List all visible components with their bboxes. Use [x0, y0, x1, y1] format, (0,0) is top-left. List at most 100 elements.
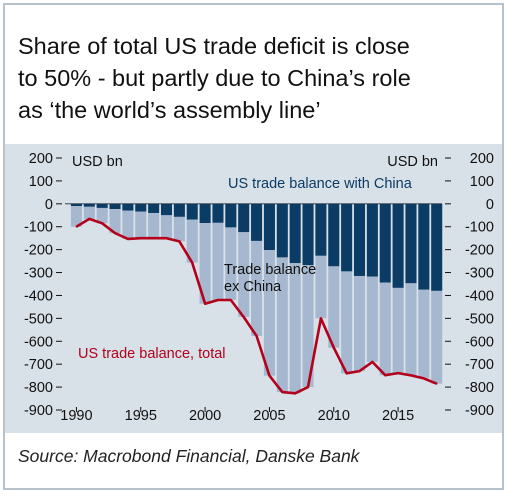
china-bar-2016 — [405, 203, 417, 284]
ex-china-bar-2012 — [353, 275, 366, 372]
china-bar-2004 — [251, 203, 263, 241]
ex-china-bar-1996 — [148, 212, 160, 239]
y-tick-right-200: 200 — [470, 151, 494, 167]
y-tick-right--800: -800 — [465, 380, 494, 396]
annotation-ex-china-line-1: Trade balance — [224, 262, 316, 278]
china-bar-1992 — [96, 203, 108, 208]
total-point-1998 — [178, 240, 181, 243]
china-bar-1990 — [70, 203, 82, 207]
total-point-2017 — [423, 377, 425, 380]
ex-china-bar-2004 — [251, 240, 263, 337]
china-bar-2015 — [392, 203, 404, 288]
total-point-1993 — [114, 232, 116, 234]
china-bar-2008 — [302, 203, 314, 266]
china-bar-2003 — [238, 203, 250, 233]
y-tick-right-100: 100 — [470, 174, 494, 190]
total-point-2001 — [217, 299, 219, 301]
y-tick-left--800: -800 — [24, 380, 53, 396]
total-point-1995 — [139, 237, 142, 239]
china-bar-2012 — [353, 203, 366, 276]
x-tick-2015: 2015 — [382, 408, 414, 424]
china-bar-2014 — [379, 203, 391, 283]
y-tick-right--700: -700 — [465, 357, 494, 373]
total-point-2005 — [268, 374, 271, 377]
y-tick-right--200: -200 — [465, 243, 494, 259]
total-point-2011 — [345, 372, 348, 375]
total-point-2006 — [281, 391, 284, 393]
annotation-china: US trade balance with China — [228, 176, 413, 192]
total-point-2008 — [307, 386, 309, 388]
total-point-2010 — [332, 346, 335, 349]
ex-china-bar-1993 — [109, 209, 121, 234]
y-tick-left--200: -200 — [24, 243, 53, 259]
china-bar-1994 — [122, 203, 134, 211]
china-bar-1995 — [135, 203, 147, 212]
total-point-1996 — [152, 237, 155, 239]
china-bar-2001 — [212, 203, 224, 223]
bars-layer — [70, 203, 443, 394]
china-bar-1991 — [83, 203, 95, 207]
axis-layer: 200 200 100 100 0 0 -100 -100 -200 -200 -300 -300 -4… — [24, 151, 494, 424]
total-point-2002 — [230, 299, 232, 301]
china-bar-1999 — [186, 203, 198, 220]
total-point-2009 — [320, 317, 322, 320]
ex-china-bar-1999 — [186, 219, 198, 263]
total-point-2018 — [435, 382, 438, 385]
total-point-1990 — [75, 225, 78, 228]
ex-china-bar-1991 — [83, 206, 95, 219]
total-point-1994 — [127, 238, 129, 240]
ex-china-bar-2001 — [212, 222, 224, 301]
ex-china-bar-2015 — [392, 287, 404, 374]
y-tick-left--400: -400 — [24, 288, 53, 304]
total-point-2007 — [294, 392, 296, 395]
china-bar-2009 — [315, 203, 327, 256]
ex-china-bar-2005 — [263, 250, 275, 376]
ex-china-bar-1998 — [173, 216, 185, 242]
chart-title: Share of total US trade deficit is close… — [18, 30, 488, 126]
china-bar-2002 — [225, 203, 237, 228]
total-point-2004 — [255, 335, 258, 337]
china-bar-2017 — [418, 203, 430, 290]
y-tick-left--500: -500 — [24, 311, 53, 327]
y-tick-right--500: -500 — [465, 311, 494, 327]
y-tick-left--100: -100 — [24, 220, 53, 236]
ex-china-bar-2008 — [302, 265, 314, 388]
y-tick-right--400: -400 — [465, 288, 494, 304]
x-tick-2005: 2005 — [253, 408, 285, 424]
ex-china-bar-1990 — [70, 206, 82, 227]
title-line-1: Share of total US trade deficit is close — [18, 33, 410, 59]
ex-china-bar-2003 — [238, 232, 250, 317]
china-bar-2013 — [366, 203, 378, 277]
total-point-2014 — [384, 374, 387, 376]
total-point-1991 — [88, 218, 91, 220]
total-point-2015 — [397, 372, 399, 374]
total-point-2000 — [204, 302, 206, 305]
x-tick-1990: 1990 — [60, 408, 92, 424]
x-tick-2010: 2010 — [318, 408, 350, 424]
y-tick-right-0: 0 — [486, 197, 494, 213]
china-bar-1997 — [160, 203, 173, 216]
x-tick-2000: 2000 — [189, 408, 221, 424]
y-tick-left--900: -900 — [24, 403, 53, 419]
china-bar-1993 — [109, 203, 121, 210]
annotation-layer: US trade balance with China Trade balance… — [78, 176, 413, 362]
y-tick-right--600: -600 — [465, 334, 494, 350]
ex-china-bar-2009 — [315, 255, 327, 319]
y-tick-left-100: 100 — [29, 174, 53, 190]
title-line-2: to 50% - but partly due to China’s role — [18, 65, 411, 91]
x-tick-1995: 1995 — [125, 408, 157, 424]
total-point-1997 — [165, 237, 168, 239]
china-bar-1996 — [148, 203, 160, 213]
y-unit-right: USD bn — [387, 154, 438, 170]
y-tick-right--900: -900 — [465, 403, 494, 419]
total-line-layer — [75, 217, 438, 395]
y-tick-right--300: -300 — [465, 266, 494, 282]
ex-china-bar-2006 — [276, 257, 288, 393]
title-line-3: as ‘the world’s assembly line’ — [18, 97, 321, 123]
ex-china-bar-2013 — [366, 276, 378, 362]
y-tick-left-0: 0 — [45, 197, 53, 213]
total-point-1992 — [101, 222, 103, 225]
ex-china-bar-2000 — [199, 223, 211, 304]
ex-china-bar-1994 — [122, 210, 134, 239]
total-point-2016 — [410, 374, 412, 377]
